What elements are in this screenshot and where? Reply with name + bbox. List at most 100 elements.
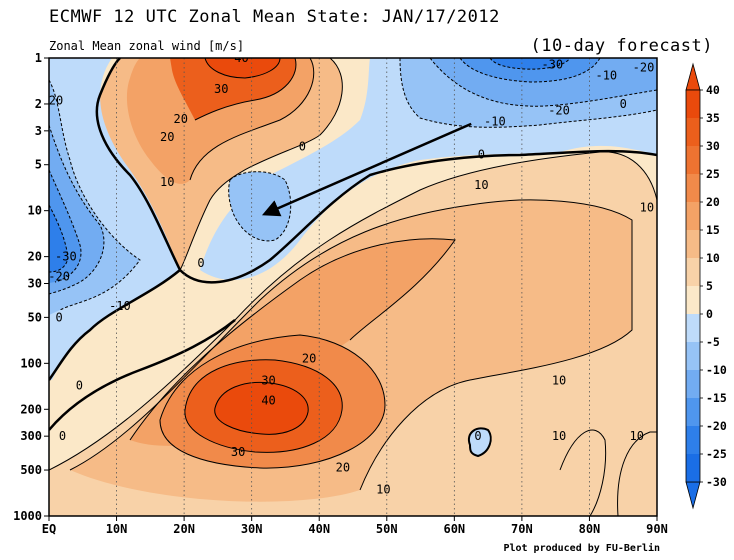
- colorbar-label: -15: [706, 391, 727, 405]
- region-negative-30: [49, 205, 68, 272]
- contour-label: -20: [42, 94, 64, 108]
- x-tick-label: 40N: [308, 522, 330, 536]
- contour-neg-20: [49, 169, 82, 283]
- colorbar-label: 5: [706, 279, 713, 293]
- x-tick-label: 20N: [173, 522, 195, 536]
- colorbar-segment: [686, 314, 700, 342]
- y-tick-label: 3: [35, 124, 42, 138]
- forecast-label: (10-day forecast): [531, 36, 714, 56]
- contour-10-strat: [179, 58, 343, 271]
- x-tick-label: 60N: [443, 522, 465, 536]
- y-axis: 1 2 3 5 10 20 30 50 100 200 300 500 1000: [13, 51, 49, 523]
- region-negative-20b: [460, 58, 600, 82]
- plot-frame: [48, 57, 658, 517]
- contour-label: 0: [59, 429, 66, 443]
- x-tick-label: 80N: [579, 522, 601, 536]
- y-tick-label: 20: [28, 250, 42, 264]
- colorbar-label: 10: [706, 251, 720, 265]
- contour-label: 10: [640, 200, 654, 214]
- contour-10-pole: [617, 431, 657, 516]
- contour-40-strat: [204, 58, 281, 79]
- y-tick-label: 10: [28, 204, 42, 218]
- y-tick-label: 200: [20, 402, 42, 416]
- y-tick-label: 1: [35, 51, 42, 65]
- chart-title: ECMWF 12 UTC Zonal Mean State: JAN/17/20…: [49, 7, 500, 27]
- contour-label: 0: [299, 140, 306, 154]
- colorbar-segment: [686, 202, 700, 230]
- annotation-arrow: [261, 122, 472, 217]
- colorbar-segment: [686, 174, 700, 202]
- colorbar-segment: [686, 398, 700, 426]
- contour-zero-lower: [49, 269, 181, 381]
- contour-10-nh-lower: [559, 429, 607, 516]
- plot-area: 403020201000-20-30-20-100002030403020101…: [42, 57, 657, 516]
- colorbar-segment: [686, 90, 700, 118]
- contour-40: [214, 381, 309, 435]
- contour-neg-10: [49, 79, 141, 311]
- contour-label: 10: [552, 429, 566, 443]
- contour-neg-30-nh: [489, 58, 571, 70]
- x-tick-label: 70N: [511, 522, 533, 536]
- contour-neg-20-nh: [459, 58, 601, 83]
- contour-label: 30: [261, 374, 275, 388]
- contour-label: 0: [197, 256, 204, 270]
- contour-zero-pocket: [467, 427, 492, 458]
- contour-neg-10-nh: [399, 58, 657, 128]
- contour-neg-15-nh: [429, 58, 657, 107]
- credit-text: Plot produced by FU-Berlin: [503, 542, 660, 554]
- contour-20-strat: [189, 58, 315, 181]
- region-negative-5c: [468, 428, 491, 456]
- contour-15: [129, 238, 456, 441]
- contour-neg-5-pocket: [228, 171, 292, 242]
- x-tick-label: EQ: [42, 522, 56, 536]
- region-negative-10c: [228, 171, 291, 241]
- contour-label: 20: [302, 352, 316, 366]
- colorbar-segment: [686, 286, 700, 314]
- x-tick-label: 90N: [646, 522, 668, 536]
- chart-subtitle: Zonal Mean zonal wind [m/s]: [49, 39, 244, 53]
- contour-label: 20: [174, 112, 188, 126]
- colorbar-label: -20: [706, 419, 727, 433]
- contour-label: 0: [76, 379, 83, 393]
- contour-zero-upper: [95, 58, 657, 284]
- contour-neg-30: [49, 204, 69, 273]
- colorbar-label: -5: [706, 335, 720, 349]
- colorbar-segment: [686, 146, 700, 174]
- colorbar-segment: [686, 118, 700, 146]
- contour-label: 0: [478, 148, 485, 162]
- contour-label: 0: [620, 97, 627, 111]
- contour-label: 10: [160, 175, 174, 189]
- y-tick-label: 5: [35, 158, 42, 172]
- contour-label: 0: [474, 429, 481, 443]
- contour-label: 10: [630, 429, 644, 443]
- contour-label: -30: [55, 250, 77, 264]
- contour-label: 10: [552, 374, 566, 388]
- contour-label: -10: [484, 114, 506, 128]
- contour-labels: 403020201000-20-30-20-100002030403020101…: [42, 57, 654, 496]
- contour-label: 0: [56, 310, 63, 324]
- y-tick-label: 30: [28, 277, 42, 291]
- contour-lines: [49, 58, 657, 516]
- contour-neg-15: [49, 124, 105, 295]
- contour-label: 10: [376, 482, 390, 496]
- contour-label: -10: [109, 299, 131, 313]
- y-tick-label: 1000: [13, 509, 42, 523]
- colorbar-segment: [686, 370, 700, 398]
- contour-label: 20: [336, 460, 350, 474]
- contour-label: -10: [595, 68, 617, 82]
- colorbar-label: 20: [706, 195, 720, 209]
- y-tick-label: 100: [20, 356, 42, 370]
- colorbar-top-tip: [685, 62, 701, 91]
- region-negative-30b: [490, 58, 570, 70]
- colorbar-segment: [686, 342, 700, 370]
- colorbar-label: 40: [706, 83, 720, 97]
- x-tick-label: 50N: [376, 522, 398, 536]
- y-tick-label: 300: [20, 429, 42, 443]
- colorbar-segment: [686, 230, 700, 258]
- colorbar-segment: [686, 426, 700, 454]
- contour-label: -30: [541, 57, 563, 71]
- contour-label: 30: [214, 82, 228, 96]
- contour-label: -20: [48, 270, 70, 284]
- colorbar-segment: [686, 454, 700, 482]
